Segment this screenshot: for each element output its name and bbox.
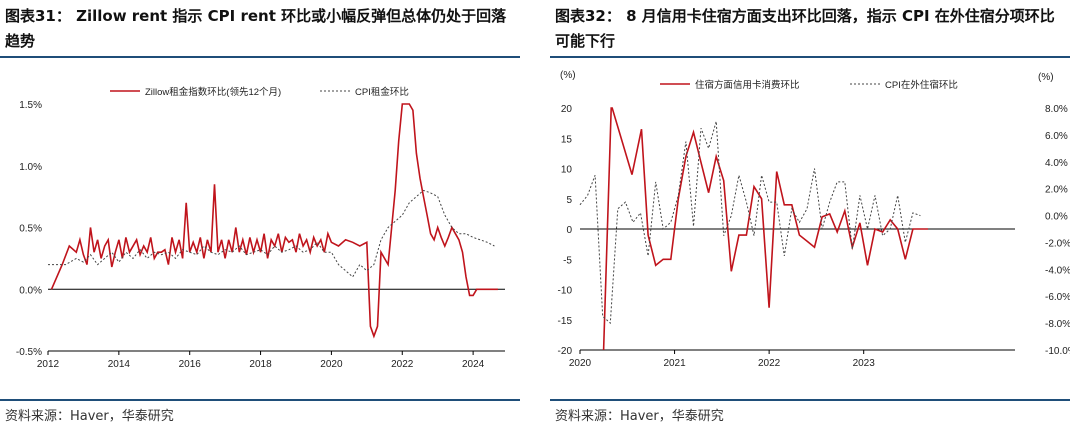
left-chart-panel: 图表31： Zillow rent 指示 CPI rent 环比或小幅反弹但总体…: [0, 0, 520, 429]
left-legend-label-cpi: CPI租金环比: [355, 86, 409, 98]
right-bottom-rule: [550, 399, 1070, 401]
right-right-ytick--2-0-: -2.0%: [1045, 238, 1070, 249]
left-legend-label-zillow: Zillow租金指数环比(领先12个月): [145, 86, 281, 98]
right-left-ytick--15: -15: [558, 316, 573, 327]
left-title-rule: [0, 56, 520, 58]
left-line-chart: -0.5% 0.0% 0.5% 1.0% 1.5% 2012 2014 2016 2018 202…: [16, 86, 505, 370]
right-right-ytick--6-0-: -6.0%: [1045, 292, 1070, 303]
right-xtick-2021: 2021: [663, 358, 686, 369]
left-xtick-2020: 2020: [320, 359, 343, 370]
left-source: 资料来源：Haver，华泰研究: [5, 409, 174, 424]
right-left-ytick--10: -10: [558, 286, 573, 297]
left-xtick-2022: 2022: [391, 359, 414, 370]
right-xtick-2023: 2023: [853, 358, 876, 369]
right-left-ytick-20: 20: [561, 104, 573, 115]
right-left-ytick--20: -20: [558, 346, 573, 357]
left-xtick-2016: 2016: [179, 359, 202, 370]
right-right-ytick-8-0-: 8.0%: [1045, 104, 1068, 115]
right-right-axis-unit: (%): [1038, 72, 1054, 83]
right-right-ytick-2-0-: 2.0%: [1045, 185, 1068, 196]
right-xtick-2022: 2022: [758, 358, 781, 369]
left-bottom-rule: [0, 399, 520, 401]
right-right-ytick--4-0-: -4.0%: [1045, 265, 1070, 276]
left-xtick-2012: 2012: [37, 359, 60, 370]
right-source: 资料来源：Haver，华泰研究: [555, 409, 724, 424]
right-left-ytick-10: 10: [561, 165, 573, 176]
right-left-ytick-15: 15: [561, 134, 573, 145]
right-title-rule: [550, 56, 1070, 58]
right-left-ytick-0: 0: [566, 225, 572, 236]
right-right-ytick-0-0-: 0.0%: [1045, 212, 1068, 223]
right-right-ytick-6-0-: 6.0%: [1045, 131, 1068, 142]
right-left-ytick-5: 5: [566, 195, 572, 206]
left-xtick-2018: 2018: [249, 359, 272, 370]
right-legend-label-cpi: CPI在外住宿环比: [885, 79, 958, 91]
right-series-card-spending-line: [602, 107, 928, 351]
right-right-ytick--10-0-: -10.0%: [1045, 346, 1070, 357]
right-left-axis-unit: (%): [560, 70, 576, 81]
right-series-cpi-lodging-line: [579, 121, 921, 325]
left-ytick-0-5-: 0.5%: [19, 224, 42, 235]
left-ytick-1-0-: 1.0%: [19, 162, 42, 173]
right-chart-title: 图表32： 8 月信用卡住宿方面支出环比回落，指示 CPI 在外住宿分项环比可能…: [555, 7, 1055, 50]
right-left-ytick--5: -5: [563, 255, 572, 266]
left-xtick-2014: 2014: [108, 359, 131, 370]
right-right-ytick--8-0-: -8.0%: [1045, 319, 1070, 330]
left-series-cpi-line: [48, 189, 495, 278]
left-series-zillow-line: [50, 103, 498, 339]
right-chart-panel: 图表32： 8 月信用卡住宿方面支出环比回落，指示 CPI 在外住宿分项环比可能…: [550, 0, 1070, 429]
left-ytick--0-5-: -0.5%: [16, 347, 42, 358]
left-ytick-1-5-: 1.5%: [19, 100, 42, 111]
right-right-ytick-4-0-: 4.0%: [1045, 158, 1068, 169]
right-legend-label-card: 住宿方面信用卡消费环比: [695, 79, 800, 91]
left-ytick-0-0-: 0.0%: [19, 285, 42, 296]
right-xtick-2020: 2020: [569, 358, 592, 369]
right-line-chart: (%) (%) -20 -15 -10 -5 0 5 10 15 20 -10.0% -8.0% -6.0…: [558, 70, 1070, 369]
left-xtick-2024: 2024: [462, 359, 485, 370]
left-chart-title: 图表31： Zillow rent 指示 CPI rent 环比或小幅反弹但总体…: [5, 7, 507, 50]
